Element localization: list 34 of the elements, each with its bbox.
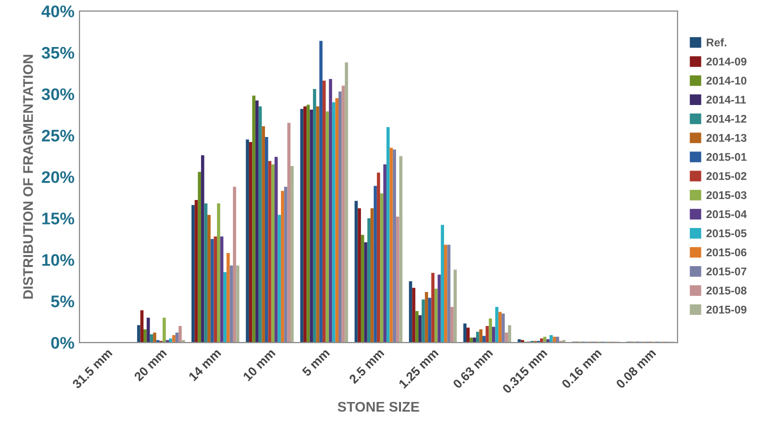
legend-label: 2014-11	[706, 96, 746, 104]
legend-label: 2014-09	[706, 58, 746, 66]
legend-label: 2014-12	[706, 114, 746, 123]
y-tick-label: 25%	[42, 130, 74, 142]
legend-label: 2015-01	[706, 153, 747, 161]
legend-label: 2015-05	[706, 229, 747, 238]
y-tick-label: 40%	[42, 5, 74, 18]
x-tick-label: 5 mm	[302, 348, 330, 377]
x-tick-label: 0.16 mm	[561, 348, 602, 389]
x-tick-label: 2.5 mm	[348, 348, 384, 384]
legend-label: 2014-10	[706, 76, 746, 85]
legend-label: Ref.	[706, 38, 726, 46]
x-tick-label: 14 mm	[188, 348, 222, 382]
legend-label: 2015-04	[706, 210, 747, 218]
y-axis-title: DISTRIBUTION OF FRAGMENTATION	[23, 54, 33, 299]
legend-label: 2015-03	[706, 191, 746, 200]
x-axis-title: STONE SIZE	[338, 402, 420, 412]
y-tick-label: 35%	[42, 46, 74, 59]
y-tick-label: 0%	[51, 336, 74, 349]
y-tick-label: 5%	[51, 296, 74, 308]
legend-label: 2015-09	[706, 306, 746, 314]
y-tick-label: 10%	[42, 254, 74, 266]
legend-label: 2015-02	[706, 172, 746, 180]
y-tick-label: 20%	[42, 171, 74, 184]
legend-label: 2015-08	[706, 286, 746, 294]
x-tick-label: 20 mm	[134, 348, 167, 382]
x-tick-label: 10 mm	[242, 348, 276, 382]
y-tick-label: 15%	[42, 212, 74, 224]
y-tick-label: 30%	[42, 88, 74, 100]
legend-label: 2015-06	[706, 248, 746, 256]
legend-label: 2015-07	[706, 268, 746, 276]
legend-label: 2014-13	[706, 134, 746, 142]
x-tick-label: 0.08 mm	[616, 348, 656, 389]
x-tick-label: 0.63 mm	[452, 348, 494, 389]
